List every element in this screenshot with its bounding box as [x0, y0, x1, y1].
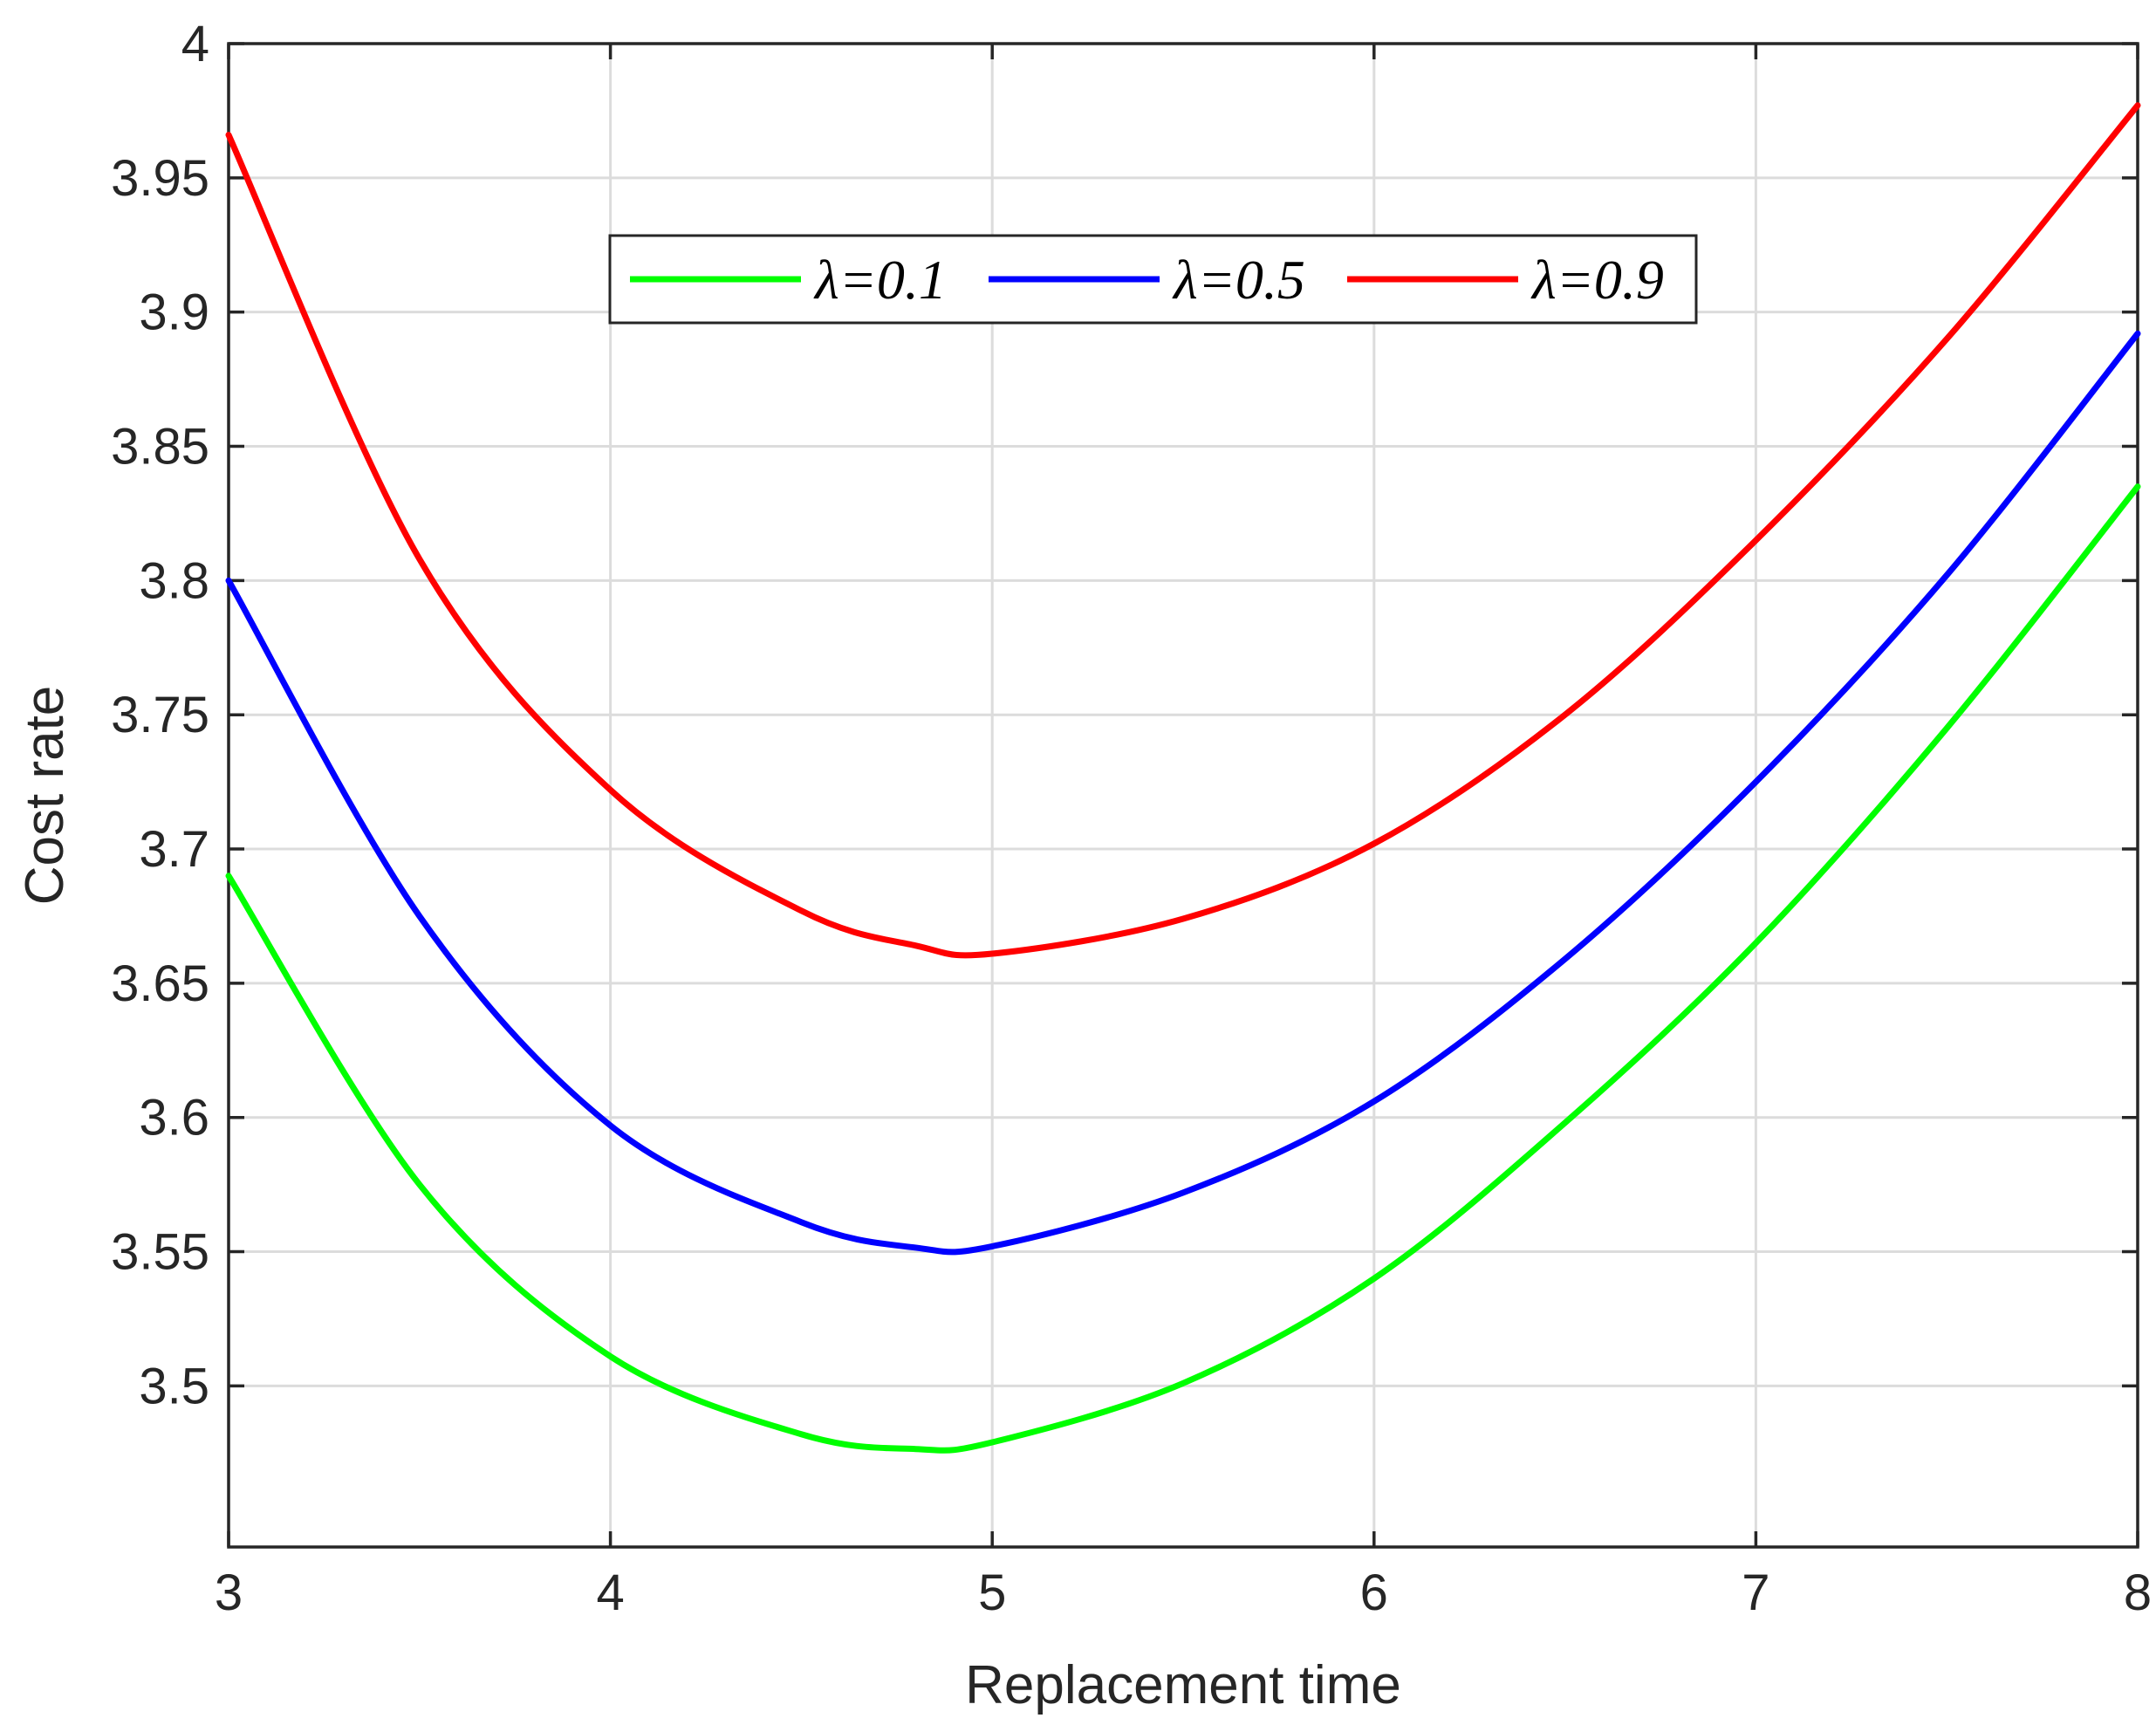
x-tick-label: 8 [2124, 1564, 2152, 1621]
x-tick-label: 3 [215, 1564, 243, 1621]
plot-area-frame [227, 42, 2139, 1549]
x-tick-label: 7 [1742, 1564, 1769, 1621]
series-line-0 [225, 483, 2141, 1454]
y-tick-label: 3.65 [111, 955, 209, 1012]
legend-label: λ=0.9 [1530, 249, 1664, 311]
x-tick-label: 6 [1360, 1564, 1388, 1621]
series-line-2 [225, 102, 2141, 959]
legend-label: λ=0.5 [1172, 249, 1305, 311]
y-tick-label: 3.8 [139, 552, 209, 609]
y-tick-label: 3.9 [139, 284, 209, 341]
x-tick-label: 5 [978, 1564, 1006, 1621]
axis-ticks: 3 4 5 6 7 8 3.5 3.55 3.6 3.65 3.7 3.75 3.8 3.85 3.9 3.9… [111, 16, 2152, 1621]
y-tick-label: 4 [181, 16, 209, 72]
y-tick-label: 3.55 [111, 1224, 209, 1281]
legend-label: λ=0.1 [813, 249, 947, 311]
y-tick-label: 3.6 [139, 1090, 209, 1147]
y-tick-label: 3.85 [111, 419, 209, 476]
y-tick-label: 3.7 [139, 821, 209, 878]
y-tick-label: 3.95 [111, 150, 209, 207]
y-tick-label: 3.5 [139, 1358, 209, 1414]
series-line-1 [225, 330, 2141, 1256]
y-axis-title: Cost rate [15, 686, 75, 906]
legend: λ=0.1 λ=0.5 λ=0.9 [608, 234, 1698, 325]
x-axis-title: Replacement time [965, 1655, 1401, 1715]
y-tick-label: 3.75 [111, 687, 209, 743]
x-tick-label: 4 [596, 1564, 624, 1621]
series-lines [225, 102, 2141, 1454]
